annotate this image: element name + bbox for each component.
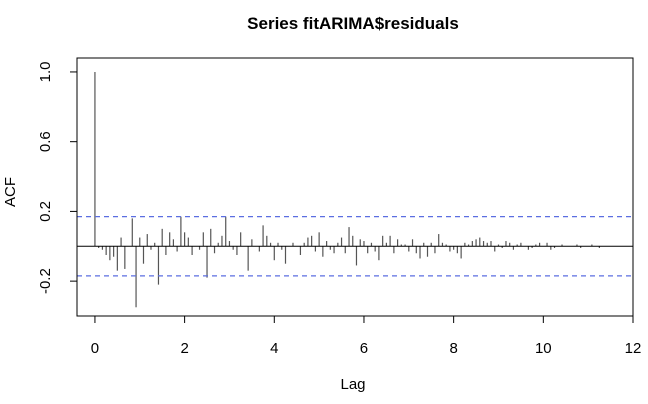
chart-title: Series fitARIMA$residuals bbox=[247, 14, 459, 33]
x-tick-label: 0 bbox=[91, 340, 99, 357]
x-tick-label: 10 bbox=[535, 340, 552, 357]
x-tick-label: 12 bbox=[625, 340, 642, 357]
y-axis-label: ACF bbox=[2, 177, 19, 207]
x-tick-label: 6 bbox=[360, 340, 368, 357]
y-tick-label: 1.0 bbox=[37, 62, 54, 83]
y-axis: -0.2 0.2 0.6 1.0 bbox=[37, 62, 77, 294]
x-tick-label: 8 bbox=[449, 340, 457, 357]
y-tick-label: 0.6 bbox=[37, 131, 54, 152]
confidence-bounds bbox=[77, 216, 633, 277]
x-axis: 0 2 4 6 8 10 12 bbox=[91, 316, 642, 357]
x-axis-label: Lag bbox=[340, 376, 365, 393]
plot-frame bbox=[76, 57, 634, 317]
x-tick-label: 2 bbox=[180, 340, 188, 357]
y-tick-label: 0.2 bbox=[37, 201, 54, 222]
x-tick-label: 4 bbox=[270, 340, 278, 357]
y-tick-label: -0.2 bbox=[37, 268, 54, 294]
acf-bars bbox=[94, 71, 600, 308]
